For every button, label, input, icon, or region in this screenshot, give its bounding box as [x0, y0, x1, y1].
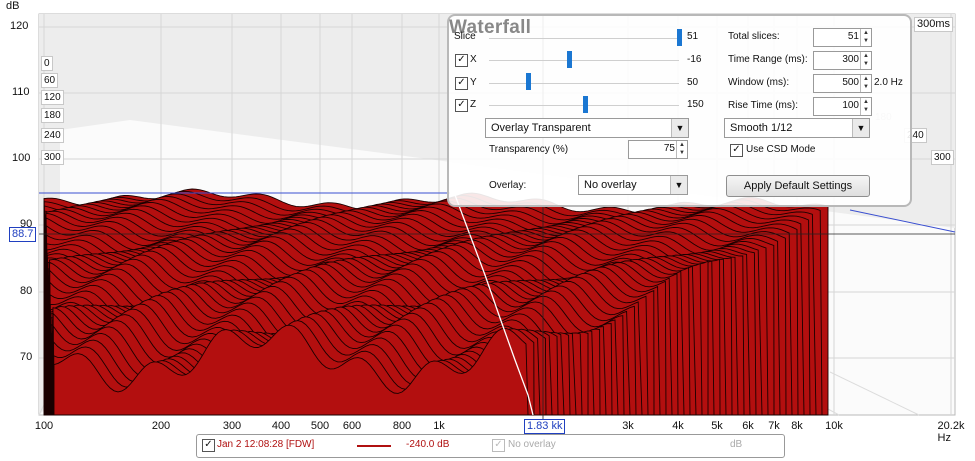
z-slider-thumb[interactable]	[583, 96, 588, 113]
spinner-arrows-icon[interactable]: ▲ ▼	[860, 52, 871, 69]
window-label: Window (ms):	[728, 77, 790, 88]
x-slider[interactable]	[489, 60, 679, 61]
measurement-level: -240.0 dB	[406, 439, 450, 450]
x-tick: 7k	[768, 420, 780, 432]
time-label: 60	[41, 73, 59, 88]
total-slices-label: Total slices:	[728, 31, 780, 42]
transparency-value: 75	[663, 143, 675, 154]
x-tick: 5k	[711, 420, 723, 432]
x-tick: 800	[392, 420, 412, 432]
x-tick: 600	[342, 420, 362, 432]
x-tick: 300	[222, 420, 242, 432]
time-label: 180	[41, 108, 64, 123]
x-tick: 20.2k Hz	[937, 420, 965, 444]
measurement-legend: ✓ Jan 2 12:08:28 [FDW] -240.0 dB ✓ No ov…	[196, 434, 785, 458]
time-label-right: 300	[931, 150, 954, 165]
total-slices-value: 51	[847, 31, 859, 42]
z-checkbox[interactable]: ✓	[455, 99, 468, 112]
x-tick: 100	[34, 420, 54, 432]
rise-time-spinner[interactable]: 100 ▲ ▼	[813, 97, 872, 116]
transparency-label: Transparency (%)	[489, 144, 569, 155]
csd-label: Use CSD Mode	[746, 144, 816, 155]
time-label-right: 300ms	[914, 17, 954, 32]
time-range-label: Time Range (ms):	[728, 54, 808, 65]
x-tick: 500	[310, 420, 330, 432]
x-slider-thumb[interactable]	[567, 51, 572, 68]
x-tick: 8k	[791, 420, 803, 432]
time-label: 0	[41, 56, 53, 71]
z-label: Z	[470, 99, 477, 110]
spinner-arrows-icon[interactable]: ▲ ▼	[860, 75, 871, 92]
measurement-line-swatch	[357, 445, 391, 447]
overlay-legend-label: No overlay	[508, 439, 556, 450]
overlay-mode-select[interactable]: Overlay Transparent ▼	[485, 118, 689, 138]
window-value: 500	[842, 77, 859, 88]
slice-label: Slice	[454, 31, 476, 42]
transparency-spinner[interactable]: 75 ▲ ▼	[628, 140, 688, 159]
chevron-down-icon: ▼	[671, 119, 688, 137]
csd-checkbox[interactable]: ✓	[730, 144, 743, 157]
time-label: 240	[41, 128, 64, 143]
y-tick-110: 110	[12, 86, 30, 98]
z-value: 150	[687, 99, 704, 110]
y-slider-thumb[interactable]	[526, 73, 531, 90]
y-unit-label: dB	[6, 0, 20, 12]
x-tick: 10k	[825, 420, 843, 432]
spinner-arrows-icon[interactable]: ▲ ▼	[676, 141, 687, 158]
time-label: 300	[41, 150, 64, 165]
y-tick-120: 120	[10, 20, 29, 32]
rise-time-value: 100	[842, 100, 859, 111]
slice-value: 51	[687, 31, 699, 42]
legend-unit: dB	[730, 439, 743, 450]
x-tick: 200	[151, 420, 171, 432]
time-label: 120	[41, 90, 64, 105]
panel-title: Waterfall	[449, 17, 532, 38]
y-slider[interactable]	[489, 83, 679, 84]
slice-slider-thumb[interactable]	[677, 29, 682, 46]
x-tick: 3k	[622, 420, 634, 432]
rise-time-label: Rise Time (ms):	[728, 100, 798, 111]
apply-default-settings-button[interactable]: Apply Default Settings	[726, 175, 870, 197]
slice-slider[interactable]	[489, 38, 679, 39]
waterfall-surface	[43, 188, 829, 416]
chevron-down-icon: ▼	[852, 119, 869, 137]
y-label: Y	[470, 77, 477, 88]
x-value: -16	[687, 54, 702, 65]
window-hz: 2.0 Hz	[874, 77, 903, 88]
x-tick: 1k	[433, 420, 445, 432]
smoothing-select[interactable]: Smooth 1/12 ▼	[724, 118, 870, 138]
cursor-y-readout: 88.7	[9, 227, 37, 242]
overlay-checkbox[interactable]: ✓	[492, 439, 505, 452]
total-slices-spinner[interactable]: 51 ▲ ▼	[813, 28, 872, 47]
x-tick: 400	[271, 420, 291, 432]
overlay-label: Overlay:	[489, 180, 527, 191]
y-value: 50	[687, 77, 699, 88]
chevron-down-icon: ▼	[670, 176, 687, 194]
y-checkbox[interactable]: ✓	[455, 77, 468, 90]
measurement-name[interactable]: Jan 2 12:08:28 [FDW]	[217, 439, 315, 450]
overlay-select[interactable]: No overlay ▼	[578, 175, 688, 195]
spinner-arrows-icon[interactable]: ▲ ▼	[860, 29, 871, 46]
y-tick-80: 80	[20, 285, 33, 297]
x-label: X	[470, 54, 477, 65]
overlay-select-value: No overlay	[584, 179, 637, 191]
overlay-mode-value: Overlay Transparent	[491, 122, 591, 134]
overlay-curve	[454, 194, 534, 416]
time-range-spinner[interactable]: 300 ▲ ▼	[813, 51, 872, 70]
measurement-checkbox[interactable]: ✓	[202, 439, 215, 452]
x-tick: 6k	[742, 420, 754, 432]
spinner-arrows-icon[interactable]: ▲ ▼	[860, 98, 871, 115]
cursor-x-readout: 1.83 kk	[524, 419, 566, 434]
x-tick: 4k	[672, 420, 684, 432]
x-checkbox[interactable]: ✓	[455, 54, 468, 67]
y-tick-70: 70	[20, 351, 33, 363]
waterfall-panel: Waterfall Slice 51 ✓ X -16 ✓ Y 50 ✓ Z 15…	[447, 14, 912, 207]
window-spinner[interactable]: 500 ▲ ▼	[813, 74, 872, 93]
time-range-value: 300	[842, 54, 859, 65]
smoothing-value: Smooth 1/12	[730, 122, 793, 134]
y-tick-100: 100	[12, 152, 31, 164]
